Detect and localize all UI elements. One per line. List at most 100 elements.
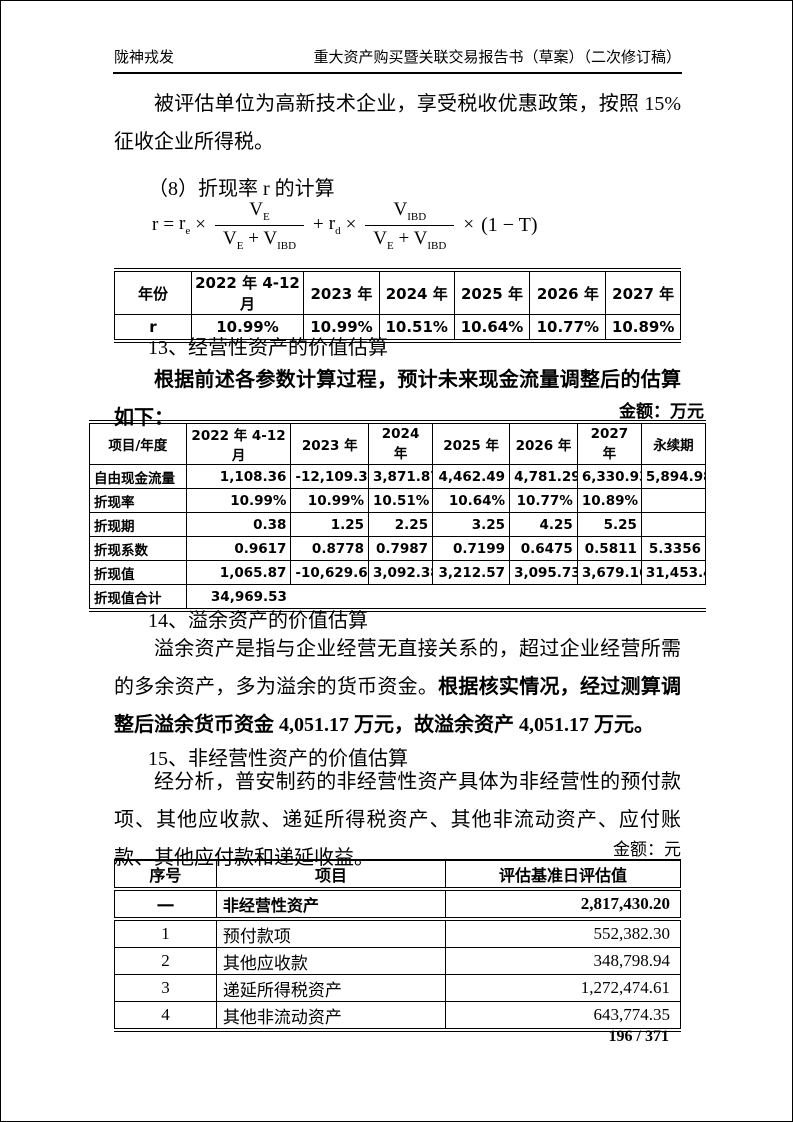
value-cell: 10.77% <box>509 488 578 513</box>
heading-13: 13、经营性资产的价值估算 <box>148 337 388 359</box>
value-cell <box>640 488 707 513</box>
row-label-cell: 折现率 <box>89 488 187 513</box>
value-cell <box>640 512 707 537</box>
value-cell: 10.89% <box>576 488 642 513</box>
row-label-cell: 折现值 <box>89 560 187 585</box>
paragraph-tax: 被评估单位为高新技术企业，享受税收优惠政策，按照 15%征收企业所得税。 <box>114 93 681 153</box>
value-cell: 0.7199 <box>432 536 511 561</box>
header-cell: 2022 年 4-12 月 <box>185 421 292 465</box>
value-cell: 10.51% <box>378 314 455 342</box>
table-header-row: 项目/年度 2022 年 4-12 月 2023 年 2024 年 2025 年… <box>89 421 707 465</box>
header-cell: 2024 年 <box>368 421 434 465</box>
header-cell: 2023 年 <box>303 269 380 315</box>
value-cell: 5.3356 <box>640 536 707 561</box>
value-cell: 0.7987 <box>368 536 434 561</box>
formula-lhs: r <box>152 214 159 236</box>
total-value-cell: 34,969.53 <box>185 584 292 611</box>
row-label-cell: 折现系数 <box>89 536 187 561</box>
item-cell: 预付款项 <box>215 918 447 948</box>
value-cell: 3,092.38 <box>368 560 434 585</box>
row-number-cell: 3 <box>114 974 217 1002</box>
value-cell: 3,679.16 <box>576 560 642 585</box>
value-cell: 10.99% <box>185 488 292 513</box>
table-row: 2 其他应收款 348,798.94 <box>114 947 681 975</box>
unit-label-wan: 金额：万元 <box>619 402 704 421</box>
header-cell: 2027 年 <box>576 421 642 465</box>
paragraph-14-normal: 溢余资产是指与企业经营无直接关系的，超过企业经营所需的多余资产，多为溢余的货币资… <box>114 638 681 698</box>
header-cell: 项目 <box>215 859 447 891</box>
value-cell: 1,272,474.61 <box>445 974 681 1002</box>
value-cell: 348,798.94 <box>445 947 681 975</box>
value-cell: 10.99% <box>190 314 305 342</box>
wacc-formula: r = re × VE VE + VIBD + rd × VIBD VE + V… <box>152 199 538 252</box>
item-cell: 其他应收款 <box>215 947 447 975</box>
value-cell: 0.9617 <box>185 536 292 561</box>
dcf-table: 项目/年度 2022 年 4-12 月 2023 年 2024 年 2025 年… <box>89 420 707 612</box>
item-cell: 其他非流动资产 <box>215 1001 447 1031</box>
row-number-cell: 4 <box>114 1001 217 1031</box>
value-cell: 10.99% <box>290 488 370 513</box>
value-cell: 1,108.36 <box>185 464 292 489</box>
table-row: 4 其他非流动资产 643,774.35 <box>114 1001 681 1031</box>
formula-rd: rd <box>328 213 341 238</box>
formula-times: × <box>195 214 206 236</box>
table-row: 折现率 10.99% 10.99% 10.51% 10.64% 10.77% 1… <box>89 488 707 513</box>
unit-label-yuan: 金额：元 <box>613 840 681 859</box>
value-cell: 3,871.87 <box>368 464 434 489</box>
value-cell: 2,817,430.20 <box>445 888 681 921</box>
formula-plus: + <box>313 214 324 236</box>
item-cell: 非经营性资产 <box>215 888 447 921</box>
header-cell: 2025 年 <box>432 421 511 465</box>
header-cell: 2023 年 <box>290 421 370 465</box>
header-cell: 序号 <box>114 859 217 891</box>
header-left-title: 陇神戎发 <box>114 50 175 66</box>
value-cell: 3.25 <box>432 512 511 537</box>
header-cell: 2026 年 <box>529 269 607 315</box>
formula-times: × <box>345 214 357 236</box>
value-cell: 10.51% <box>368 488 434 513</box>
formula-equals: = <box>163 214 175 236</box>
header-cell: 项目/年度 <box>89 421 187 465</box>
header-cell: 2024 年 <box>378 269 455 315</box>
header-cell: 评估基准日评估值 <box>445 859 681 891</box>
formula-fraction-equity: VE VE + VIBD <box>214 199 305 252</box>
value-cell: 10.64% <box>432 488 511 513</box>
value-cell: 0.8778 <box>290 536 370 561</box>
header-rule <box>113 72 682 74</box>
header-cell: 2026 年 <box>509 421 578 465</box>
table-row: 1 预付款项 552,382.30 <box>114 918 681 948</box>
header-cell: 年份 <box>114 269 192 315</box>
value-cell: 31,453.48 <box>640 560 707 585</box>
heading-15: 15、非经营性资产的价值估算 <box>148 748 408 770</box>
value-cell: 10.77% <box>529 314 607 342</box>
formula-times: × <box>463 214 475 236</box>
value-cell: 1.25 <box>290 512 370 537</box>
formula-tax-term: (1 − T) <box>481 213 538 236</box>
value-cell: 0.5811 <box>576 536 642 561</box>
value-cell: 3,212.57 <box>432 560 511 585</box>
paragraph-14: 溢余资产是指与企业经营无直接关系的，超过企业经营所需的多余资产，多为溢余的货币资… <box>114 630 681 744</box>
non-operating-assets-table: 序号 项目 评估基准日评估值 一 非经营性资产 2,817,430.20 1 预… <box>114 859 681 1032</box>
page-number: 196 / 371 <box>608 1028 669 1045</box>
table-row: 自由现金流量 1,108.36 -12,109.37 3,871.87 4,46… <box>89 464 707 489</box>
table-row: 折现值 1,065.87 -10,629.65 3,092.38 3,212.5… <box>89 560 707 585</box>
row-label-cell: 自由现金流量 <box>89 464 187 489</box>
table-header-row: 序号 项目 评估基准日评估值 <box>114 859 681 891</box>
value-cell: 5.25 <box>576 512 642 537</box>
value-cell: 0.6475 <box>509 536 578 561</box>
row-label-cell: 折现期 <box>89 512 187 537</box>
value-cell: 10.64% <box>453 314 531 342</box>
value-cell: 552,382.30 <box>445 918 681 948</box>
heading-discount-rate: （8）折现率 r 的计算 <box>148 178 335 200</box>
value-cell: 643,774.35 <box>445 1001 681 1031</box>
table-row: r 10.99% 10.99% 10.51% 10.64% 10.77% 10.… <box>114 314 681 342</box>
row-number-cell: 一 <box>114 888 217 921</box>
formula-fraction-debt: VIBD VE + VIBD <box>365 199 455 252</box>
header-cell: 2025 年 <box>453 269 531 315</box>
header-right-title: 重大资产购买暨关联交易报告书（草案）（二次修订稿） <box>313 50 681 66</box>
table-header-row: 年份 2022 年 4-12 月 2023 年 2024 年 2025 年 20… <box>114 269 681 315</box>
empty-cell <box>290 584 706 611</box>
header-cell: 2027 年 <box>605 269 681 315</box>
item-cell: 递延所得税资产 <box>215 974 447 1002</box>
